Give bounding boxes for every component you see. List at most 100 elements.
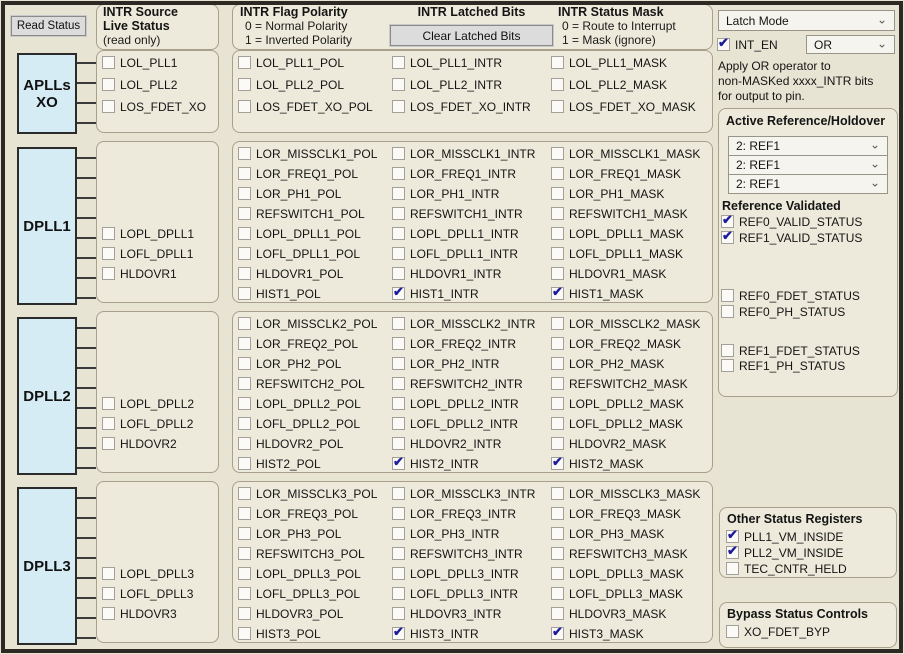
checkbox-lopl_dpll2_intr[interactable]: LOPL_DPLL2_INTR (392, 396, 519, 411)
checkbox-refswitch2_intr[interactable]: REFSWITCH2_INTR (392, 376, 523, 391)
checkbox-lor_freq2_pol[interactable]: LOR_FREQ2_POL (238, 336, 358, 351)
checkbox-box[interactable] (238, 187, 251, 200)
checkbox-box[interactable] (721, 344, 734, 357)
checkbox-box[interactable] (551, 357, 564, 370)
checkbox-lofl_dpll2[interactable]: LOFL_DPLL2 (102, 416, 193, 431)
checkbox-lor_freq3_intr[interactable]: LOR_FREQ3_INTR (392, 506, 516, 521)
checkbox-box[interactable] (551, 317, 564, 330)
checkbox-lol_pll2[interactable]: LOL_PLL2 (102, 77, 177, 92)
checkbox-lopl_dpll1_mask[interactable]: LOPL_DPLL1_MASK (551, 226, 684, 241)
active-ref-select-1[interactable]: 2: REF1 ⌄ (728, 155, 888, 175)
checkbox-lopl_dpll2_pol[interactable]: LOPL_DPLL2_POL (238, 396, 361, 411)
checkbox-lofl_dpll3_pol[interactable]: LOFL_DPLL3_POL (238, 586, 360, 601)
checkbox-hldovr3_intr[interactable]: HLDOVR3_INTR (392, 606, 501, 621)
checkbox-box[interactable] (238, 100, 251, 113)
checkbox-box[interactable] (238, 357, 251, 370)
checkbox-box[interactable] (102, 397, 115, 410)
checkbox-lor_missclk1_intr[interactable]: LOR_MISSCLK1_INTR (392, 146, 535, 161)
checkbox-lofl_dpll2_intr[interactable]: LOFL_DPLL2_INTR (392, 416, 518, 431)
checkbox-box[interactable] (238, 78, 251, 91)
checkbox-box[interactable] (551, 397, 564, 410)
checkbox-hist1_pol[interactable]: HIST1_POL (238, 286, 321, 301)
checkbox-hldovr1_intr[interactable]: HLDOVR1_INTR (392, 266, 501, 281)
checkbox-hldovr3_pol[interactable]: HLDOVR3_POL (238, 606, 343, 621)
checkbox-box[interactable]: ✔ (392, 285, 405, 300)
checkbox-box[interactable] (551, 78, 564, 91)
checkbox-lol_pll1_intr[interactable]: LOL_PLL1_INTR (392, 55, 502, 70)
checkbox-box[interactable] (551, 527, 564, 540)
checkbox-box[interactable] (392, 377, 405, 390)
checkbox-lofl_dpll2_pol[interactable]: LOFL_DPLL2_POL (238, 416, 360, 431)
checkbox-box[interactable] (392, 207, 405, 220)
checkbox-box[interactable]: ✔ (717, 36, 730, 51)
checkbox-lor_ph1_intr[interactable]: LOR_PH1_INTR (392, 186, 499, 201)
checkbox-box[interactable] (102, 227, 115, 240)
checkbox-box[interactable] (721, 289, 734, 302)
checkbox-box[interactable] (392, 527, 405, 540)
checkbox-refswitch1_pol[interactable]: REFSWITCH1_POL (238, 206, 365, 221)
checkbox-lor_missclk3_pol[interactable]: LOR_MISSCLK3_POL (238, 486, 377, 501)
checkbox-hldovr2_mask[interactable]: HLDOVR2_MASK (551, 436, 666, 451)
checkbox-box[interactable] (392, 227, 405, 240)
checkbox-box[interactable] (721, 359, 734, 372)
checkbox-lor_missclk2_intr[interactable]: LOR_MISSCLK2_INTR (392, 316, 535, 331)
checkbox-box[interactable] (102, 247, 115, 260)
checkbox-lor_missclk1_pol[interactable]: LOR_MISSCLK1_POL (238, 146, 377, 161)
checkbox-lor_ph1_mask[interactable]: LOR_PH1_MASK (551, 186, 664, 201)
checkbox-ref0_ph_status[interactable]: REF0_PH_STATUS (721, 304, 845, 319)
checkbox-box[interactable] (392, 437, 405, 450)
checkbox-box[interactable] (238, 417, 251, 430)
checkbox-box[interactable] (102, 78, 115, 91)
checkbox-lopl_dpll3[interactable]: LOPL_DPLL3 (102, 566, 194, 581)
checkbox-hist2_pol[interactable]: HIST2_POL (238, 456, 321, 471)
checkbox-box[interactable] (726, 562, 739, 575)
checkbox-lor_ph3_intr[interactable]: LOR_PH3_INTR (392, 526, 499, 541)
checkbox-lopl_dpll1_intr[interactable]: LOPL_DPLL1_INTR (392, 226, 519, 241)
checkbox-box[interactable] (551, 56, 564, 69)
checkbox-box[interactable] (392, 607, 405, 620)
checkbox-hist3_mask[interactable]: ✔ HIST3_MASK (551, 625, 644, 641)
checkbox-box[interactable] (102, 607, 115, 620)
checkbox-box[interactable] (551, 547, 564, 560)
checkbox-pll2_vm_inside[interactable]: ✔ PLL2_VM_INSIDE (726, 544, 843, 560)
checkbox-box[interactable]: ✔ (551, 625, 564, 640)
checkbox-hldovr3_mask[interactable]: HLDOVR3_MASK (551, 606, 666, 621)
checkbox-box[interactable] (238, 397, 251, 410)
checkbox-lor_freq1_intr[interactable]: LOR_FREQ1_INTR (392, 166, 516, 181)
checkbox-box[interactable] (392, 247, 405, 260)
checkbox-ref1_valid_status[interactable]: ✔ REF1_VALID_STATUS (721, 229, 862, 245)
checkbox-lopl_dpll3_mask[interactable]: LOPL_DPLL3_MASK (551, 566, 684, 581)
checkbox-lor_ph2_mask[interactable]: LOR_PH2_MASK (551, 356, 664, 371)
checkbox-los_fdet_xo_intr[interactable]: LOS_FDET_XO_INTR (392, 99, 531, 114)
checkbox-lor_ph2_intr[interactable]: LOR_PH2_INTR (392, 356, 499, 371)
checkbox-box[interactable] (238, 287, 251, 300)
checkbox-int_en[interactable]: ✔ INT_EN (717, 36, 778, 52)
checkbox-box[interactable] (238, 377, 251, 390)
checkbox-box[interactable] (392, 167, 405, 180)
checkbox-lor_missclk2_mask[interactable]: LOR_MISSCLK2_MASK (551, 316, 700, 331)
checkbox-hist2_intr[interactable]: ✔ HIST2_INTR (392, 455, 479, 471)
checkbox-refswitch3_mask[interactable]: REFSWITCH3_MASK (551, 546, 688, 561)
checkbox-box[interactable] (238, 547, 251, 560)
checkbox-box[interactable] (102, 567, 115, 580)
checkbox-box[interactable] (551, 207, 564, 220)
checkbox-hist3_intr[interactable]: ✔ HIST3_INTR (392, 625, 479, 641)
checkbox-hist1_intr[interactable]: ✔ HIST1_INTR (392, 285, 479, 301)
checkbox-lopl_dpll1_pol[interactable]: LOPL_DPLL1_POL (238, 226, 361, 241)
checkbox-box[interactable] (392, 397, 405, 410)
checkbox-ref1_ph_status[interactable]: REF1_PH_STATUS (721, 358, 845, 373)
checkbox-box[interactable] (551, 247, 564, 260)
checkbox-box[interactable] (238, 207, 251, 220)
checkbox-lor_freq2_mask[interactable]: LOR_FREQ2_MASK (551, 336, 681, 351)
checkbox-lofl_dpll1_mask[interactable]: LOFL_DPLL1_MASK (551, 246, 683, 261)
checkbox-lol_pll1[interactable]: LOL_PLL1 (102, 55, 177, 70)
checkbox-box[interactable] (238, 247, 251, 260)
checkbox-box[interactable] (102, 56, 115, 69)
checkbox-box[interactable] (102, 267, 115, 280)
checkbox-box[interactable] (238, 457, 251, 470)
checkbox-lol_pll2_mask[interactable]: LOL_PLL2_MASK (551, 77, 667, 92)
checkbox-lor_freq2_intr[interactable]: LOR_FREQ2_INTR (392, 336, 516, 351)
checkbox-box[interactable]: ✔ (726, 544, 739, 559)
checkbox-box[interactable]: ✔ (551, 285, 564, 300)
checkbox-lor_freq1_mask[interactable]: LOR_FREQ1_MASK (551, 166, 681, 181)
